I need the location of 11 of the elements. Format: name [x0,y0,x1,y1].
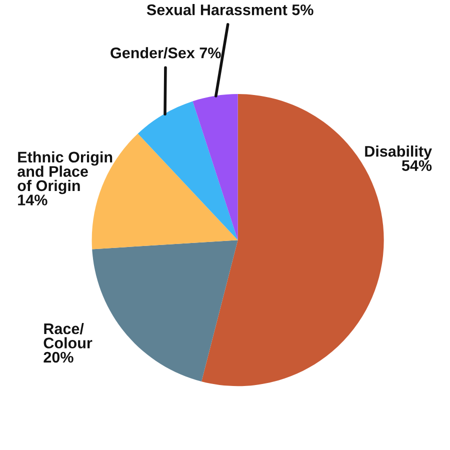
pie-slice [192,94,238,240]
slice-label: Sexual Harassment 5% [146,4,314,16]
slice-label: Disability [365,146,432,160]
data-label: 14% [18,194,48,206]
slice-label: Gender/Sex 7% [110,47,221,58]
slice-label: Race/ Colour [44,322,92,348]
slice-label: Ethnic Origin and Place of Origin [18,151,112,194]
pie-slice [138,101,238,240]
data-label: 54% [402,160,432,171]
pie-slice [92,240,238,382]
data-label: 20% [44,352,74,363]
